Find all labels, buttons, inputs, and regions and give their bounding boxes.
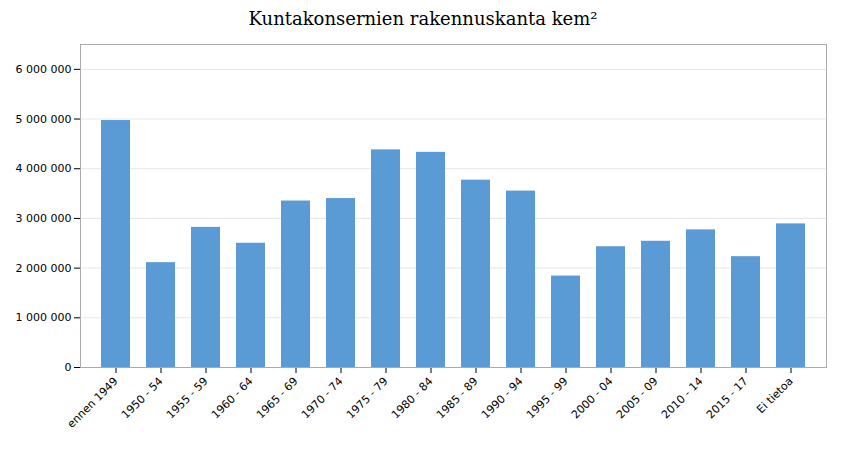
svg-text:1965 - 69: 1965 - 69 — [254, 375, 301, 422]
svg-text:2005 - 09: 2005 - 09 — [614, 375, 661, 422]
svg-text:0: 0 — [65, 361, 72, 374]
svg-text:2000 - 04: 2000 - 04 — [569, 375, 616, 422]
svg-text:1985 - 89: 1985 - 89 — [434, 375, 481, 422]
svg-text:6 000 000: 6 000 000 — [16, 63, 72, 76]
svg-text:1980 - 84: 1980 - 84 — [389, 375, 436, 422]
svg-text:2 000 000: 2 000 000 — [16, 262, 72, 275]
svg-text:1975 - 79: 1975 - 79 — [344, 375, 391, 422]
svg-text:1990 - 94: 1990 - 94 — [479, 375, 526, 422]
svg-text:Ei tietoa: Ei tietoa — [754, 375, 795, 416]
html-text:Kuntakonsernien rakennuskanta: Kuntakonsernien rakennuskanta kem² — [248, 8, 598, 29]
svg-text:2010 - 14: 2010 - 14 — [659, 375, 706, 422]
svg-text:1995 - 99: 1995 - 99 — [524, 375, 571, 422]
svg-text:2015 - 17: 2015 - 17 — [704, 375, 751, 422]
svg-text:5 000 000: 5 000 000 — [16, 113, 72, 126]
svg-text:ennen 1949: ennen 1949 — [65, 375, 121, 431]
svg-text:4 000 000: 4 000 000 — [16, 162, 72, 175]
svg-text:3 000 000: 3 000 000 — [16, 212, 72, 225]
svg-text:1 000 000: 1 000 000 — [16, 311, 72, 324]
svg-text:1970 - 74: 1970 - 74 — [299, 375, 346, 422]
svg-text:1950 - 54: 1950 - 54 — [119, 375, 166, 422]
svg-text:1960 - 64: 1960 - 64 — [209, 375, 256, 422]
svg-text:1955 - 59: 1955 - 59 — [164, 375, 211, 422]
